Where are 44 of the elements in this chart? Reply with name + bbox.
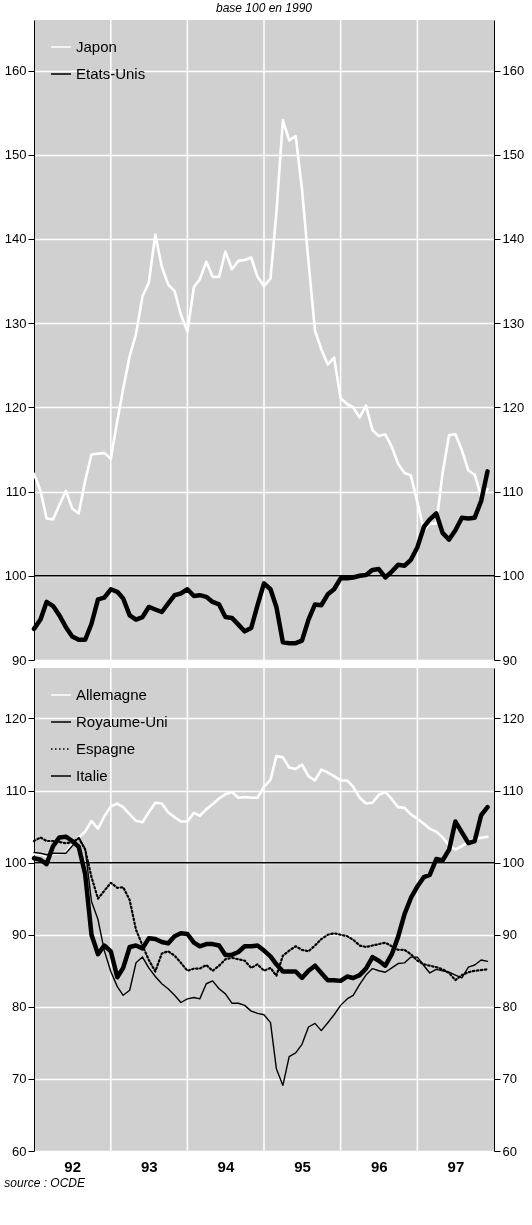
y-tick-label: 90 (12, 927, 27, 943)
y2-tick-label: 110 (502, 484, 524, 500)
x-tick-label: 96 (370, 1157, 388, 1175)
y-tick-label: 80 (12, 999, 27, 1015)
y2-tick-label: 160 (502, 63, 525, 79)
y-tick-label: 100 (4, 855, 27, 871)
legend-label: Etats-Unis (76, 65, 146, 82)
y2-tick-label: 130 (502, 315, 525, 331)
y-tick-label: 90 (12, 652, 27, 668)
y2-tick-label: 150 (502, 147, 525, 163)
y2-tick-label: 60 (502, 1143, 517, 1159)
x-tick-label: 95 (294, 1157, 311, 1175)
x-tick-label: 93 (140, 1157, 158, 1175)
legend-label: Japon (76, 38, 117, 55)
x-tick-label: 94 (217, 1157, 235, 1175)
y-tick-label: 120 (4, 710, 27, 726)
y-tick-label: 160 (4, 63, 27, 79)
y-tick-label: 140 (4, 231, 27, 247)
chart-subtitle: base 100 en 1990 (215, 1, 313, 16)
y2-tick-label: 120 (502, 399, 525, 415)
legend-label: Italie (76, 767, 108, 784)
y-tick-label: 110 (5, 484, 27, 500)
legend-label: Royaume-Uni (76, 713, 168, 730)
y2-tick-label: 140 (502, 231, 525, 247)
y-tick-label: 100 (4, 568, 27, 584)
y2-tick-label: 90 (502, 652, 517, 668)
y-tick-label: 110 (5, 783, 27, 799)
y2-tick-label: 80 (502, 999, 517, 1015)
y-tick-label: 130 (4, 315, 27, 331)
y2-tick-label: 100 (502, 855, 525, 871)
y2-tick-label: 90 (502, 927, 517, 943)
y2-tick-label: 100 (502, 568, 525, 584)
legend-label: Allemagne (76, 686, 147, 703)
y-tick-label: 60 (12, 1143, 27, 1159)
y2-tick-label: 70 (502, 1071, 517, 1087)
y-tick-label: 70 (12, 1071, 27, 1087)
x-tick-label: 97 (447, 1157, 465, 1175)
y-tick-label: 120 (4, 399, 27, 415)
legend-label: Espagne (76, 740, 136, 757)
y2-tick-label: 110 (502, 783, 524, 799)
y2-tick-label: 120 (502, 710, 525, 726)
x-tick-label: 92 (64, 1157, 82, 1175)
source-note: source : OCDE (4, 1176, 86, 1190)
y-tick-label: 150 (4, 147, 27, 163)
